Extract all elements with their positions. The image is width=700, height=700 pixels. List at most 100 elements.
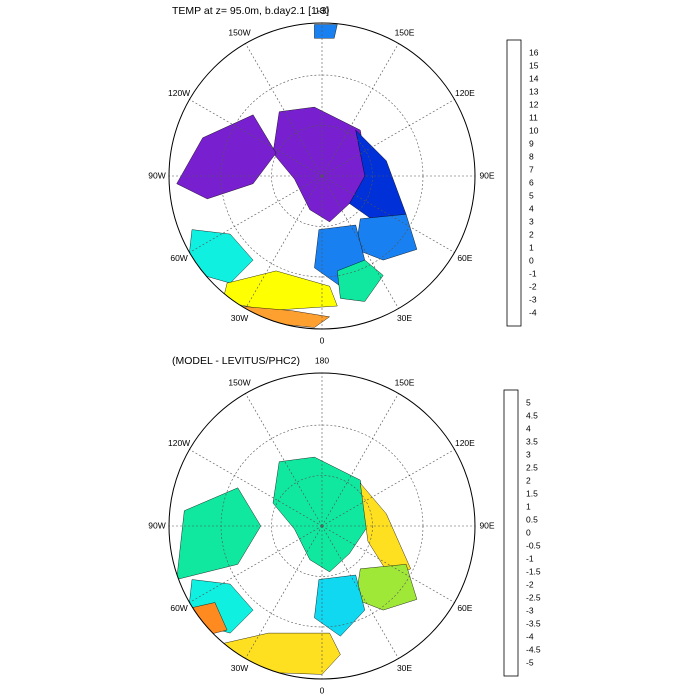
colorbar-tick-label: 0.5 bbox=[526, 514, 538, 524]
colorbar-tick-label: 6 bbox=[529, 177, 534, 187]
longitude-label: 150W bbox=[228, 27, 250, 37]
colorbar-tick-label: -1.5 bbox=[526, 566, 541, 576]
colorbar-tick-label: 7 bbox=[529, 164, 534, 174]
colorbar-tick-label: 3 bbox=[526, 449, 531, 459]
meridian-line bbox=[245, 393, 323, 527]
colorbar-tick-label: -5 bbox=[526, 657, 534, 667]
meridian-line bbox=[321, 525, 399, 659]
meridian-line bbox=[189, 175, 323, 253]
longitude-label: 30E bbox=[397, 663, 412, 673]
chart-title: (MODEL - LEVITUS/PHC2) bbox=[172, 355, 300, 367]
longitude-label: 150W bbox=[228, 377, 250, 387]
colorbar-frame bbox=[506, 39, 522, 327]
colorbar-tick-label: -1 bbox=[529, 268, 537, 278]
meridian-line bbox=[245, 43, 323, 177]
longitude-label: 60E bbox=[457, 603, 472, 613]
longitude-label: 90E bbox=[479, 520, 494, 530]
meridian-line bbox=[321, 43, 399, 177]
colorbar-tick-label: -4 bbox=[529, 307, 537, 317]
meridian-line bbox=[245, 175, 323, 309]
colorbar-tick-label: -4 bbox=[526, 631, 534, 641]
longitude-label: 90W bbox=[148, 170, 165, 180]
meridian-line bbox=[321, 525, 455, 603]
colorbar-tick-label: 4 bbox=[529, 203, 534, 213]
meridian-line bbox=[321, 99, 455, 177]
field-region bbox=[272, 106, 369, 223]
longitude-label: 30W bbox=[231, 663, 248, 673]
colorbar-tick-label: 14 bbox=[529, 73, 539, 83]
colorbar-tick-label: 10 bbox=[529, 125, 539, 135]
longitude-label: 120W bbox=[168, 438, 190, 448]
longitude-label: 60E bbox=[457, 253, 472, 263]
meridian-line bbox=[321, 393, 399, 527]
colorbar-tick-label: 2 bbox=[526, 475, 531, 485]
colorbar: 5 4.5 4 3.5 3 2.5 2 1.5 1 0.5 0 -0.5 -1 -1.5 -2 -2.5 -3 -… bbox=[503, 389, 541, 677]
meridian-line bbox=[245, 525, 323, 659]
colorbar-tick-label: 1.5 bbox=[526, 488, 538, 498]
colorbar-tick-label: -3 bbox=[529, 294, 537, 304]
colorbar-tick-label: 12 bbox=[529, 99, 539, 109]
meridian-line bbox=[321, 449, 455, 527]
field-region bbox=[176, 487, 262, 580]
colorbar-tick-label: 3.5 bbox=[526, 436, 538, 446]
map-outline bbox=[168, 22, 476, 330]
colorbar-tick-label: -2 bbox=[529, 281, 537, 291]
colorbar-tick-label: 1 bbox=[526, 501, 531, 511]
longitude-label: 120E bbox=[455, 438, 475, 448]
longitude-label: 0 bbox=[320, 335, 325, 345]
colorbar-tick-label: 15 bbox=[529, 60, 539, 70]
longitude-label: 150E bbox=[395, 27, 415, 37]
longitude-label: 180 bbox=[315, 5, 329, 15]
field-region bbox=[337, 259, 384, 302]
meridian-line bbox=[189, 449, 323, 527]
field-region bbox=[314, 24, 338, 39]
longitude-label: 0 bbox=[320, 685, 325, 695]
colorbar-tick-label: 5 bbox=[529, 190, 534, 200]
longitude-label: 150E bbox=[395, 377, 415, 387]
longitude-label: 120E bbox=[455, 88, 475, 98]
colorbar-frame bbox=[503, 389, 519, 677]
colorbar-tick-label: 4.5 bbox=[526, 410, 538, 420]
longitude-label: 30W bbox=[231, 313, 248, 323]
map-area bbox=[169, 373, 475, 679]
field-region bbox=[272, 456, 369, 573]
colorbar-tick-label: 4 bbox=[526, 423, 531, 433]
colorbar-tick-label: -3 bbox=[526, 605, 534, 615]
colorbar-tick-label: -2.5 bbox=[526, 592, 541, 602]
colorbar-tick-label: 0 bbox=[529, 255, 534, 265]
longitude-label: 60W bbox=[170, 603, 187, 613]
colorbar-tick-label: 13 bbox=[529, 86, 539, 96]
colorbar-tick-label: 5 bbox=[526, 397, 531, 407]
colorbar-tick-label: 11 bbox=[529, 112, 538, 122]
field-region bbox=[314, 574, 366, 637]
colorbar-tick-label: -0.5 bbox=[526, 540, 541, 550]
colorbar-tick-label: 2 bbox=[529, 229, 534, 239]
colorbar-tick-label: 0 bbox=[526, 527, 531, 537]
colorbar-tick-label: 8 bbox=[529, 151, 534, 161]
map-area bbox=[169, 23, 475, 329]
colorbar-tick-label: 2.5 bbox=[526, 462, 538, 472]
colorbar-tick-label: -3.5 bbox=[526, 618, 541, 628]
longitude-label: 120W bbox=[168, 88, 190, 98]
meridian-line bbox=[321, 175, 399, 309]
colorbar-tick-label: 3 bbox=[529, 216, 534, 226]
meridian-line bbox=[189, 99, 323, 177]
longitude-label: 90W bbox=[148, 520, 165, 530]
longitude-label: 180 bbox=[315, 355, 329, 365]
latitude-circle bbox=[271, 125, 373, 227]
colorbar-tick-label: -2 bbox=[526, 579, 534, 589]
meridian-line bbox=[321, 175, 455, 253]
colorbar-tick-label: 1 bbox=[529, 242, 534, 252]
colorbar-tick-label: 16 bbox=[529, 47, 539, 57]
longitude-label: 90E bbox=[479, 170, 494, 180]
longitude-label: 30E bbox=[397, 313, 412, 323]
longitude-label: 60W bbox=[170, 253, 187, 263]
meridian-line bbox=[189, 525, 323, 603]
map-outline bbox=[168, 372, 476, 680]
colorbar-tick-label: -4.5 bbox=[526, 644, 541, 654]
chart-title: TEMP at z= 95.0m, b.day2.1 [1-3] bbox=[172, 5, 329, 17]
